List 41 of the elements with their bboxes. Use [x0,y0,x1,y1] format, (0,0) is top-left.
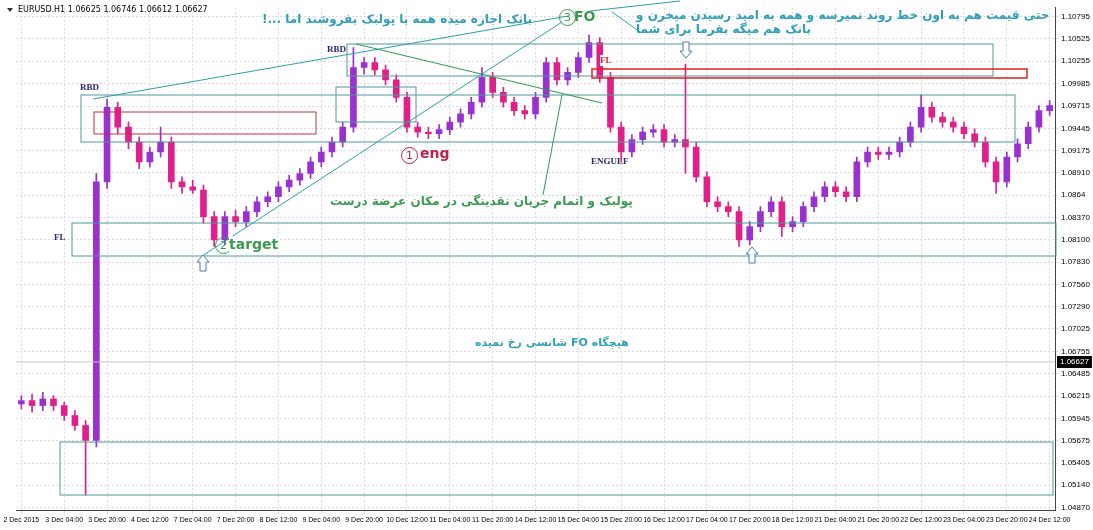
candlestick [874,146,882,160]
annotation: 3 [564,11,571,24]
annotation: پولبک و اتمام جریان نقدینگی در مکان عرضة درست [330,194,633,209]
y-tick-label: 1.09715 [1061,101,1091,111]
y-tick-label: 1.08910 [1061,167,1091,177]
y-tick-label: 1.07025 [1061,324,1091,334]
y-tick-label: 1.10255 [1061,56,1091,66]
y-tick-label: 1.06215 [1061,391,1091,401]
y-tick-label: 1.08100 [1061,235,1091,245]
annotation: FL [54,232,66,243]
annotation: هیچگاه FO شانسی رخ نمیده [475,336,629,350]
y-tick-label: 1.05140 [1061,480,1091,490]
y-tick-label: 1.06485 [1061,368,1091,378]
annotation: 1 [401,147,418,164]
annotation: RBD [80,82,100,93]
y-tick-label: 1.09985 [1061,78,1091,88]
y-tick-label: 1.08370 [1061,212,1091,222]
y-tick-label: 1.09445 [1061,123,1091,133]
annotation: FO [574,8,596,25]
y-tick-label: 1.05675 [1061,436,1091,446]
y-tick-label: 1.0864 [1061,190,1087,200]
candlestick [650,124,657,138]
y-tick-label: 1.05405 [1061,458,1091,468]
y-tick-label: 1.10795 [1061,11,1091,21]
y-tick-label: 1.04870 [1061,502,1091,512]
ref-line-label: 1.06627 [1060,357,1090,367]
annotation: حتی قیمت هم به اون خط روند نمیرسه و همه به امید رسیدن میخرن و بانک هم میگه بفرما برای شما [636,8,1050,37]
annotation: FL [600,55,612,66]
y-tick-label: 1.07830 [1061,257,1091,267]
annotation: target [229,236,279,253]
y-tick-label: 1.10525 [1061,34,1091,44]
y-tick-label: 1.07560 [1061,279,1091,289]
annotation: RBD [327,44,347,55]
annotation: eng [420,145,450,162]
chart-title: EURUSD.H1 1.06625 1.06746 1.06612 1.06627 [18,5,208,14]
y-tick-label: 1.05945 [1061,413,1091,423]
annotation: ENGULF [591,156,629,167]
annotation: بانک اجازه میده همه با پولبک بفروشند اما ...! [262,12,533,27]
y-tick-label: 1.07290 [1061,302,1091,312]
y-tick-label: 1.06755 [1061,346,1091,356]
y-tick-label: 1.09175 [1061,145,1091,155]
